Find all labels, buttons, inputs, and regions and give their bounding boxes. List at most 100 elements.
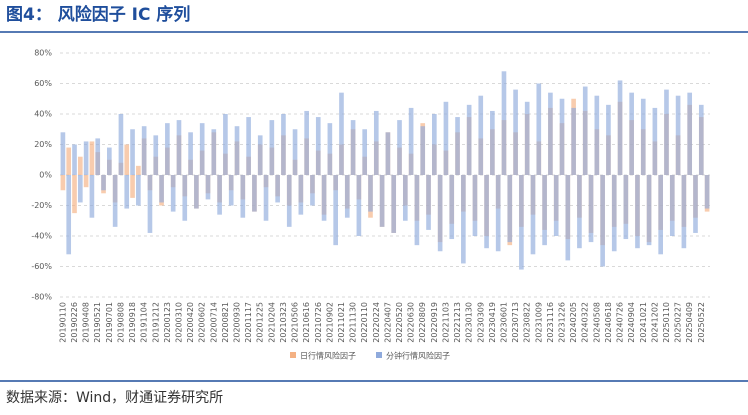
bar (263, 175, 269, 221)
bar (188, 132, 193, 175)
x-tick-label: 20250409 (685, 302, 694, 343)
bar (385, 132, 391, 175)
bar (356, 175, 362, 236)
bar (153, 135, 159, 175)
bar (658, 175, 663, 255)
x-tick-label: 20201117 (244, 302, 253, 343)
bar (217, 175, 222, 215)
bar (60, 175, 66, 191)
bar (182, 175, 188, 221)
bar (211, 129, 217, 175)
bar (327, 123, 333, 175)
bar (252, 175, 257, 212)
bar (594, 95, 600, 175)
x-tick-label: 20210902 (325, 302, 334, 343)
x-tick-label: 20190110 (58, 302, 67, 343)
x-tick-label: 20240904 (627, 302, 636, 343)
x-tick-label: 20220407 (383, 302, 392, 343)
bar (362, 129, 368, 175)
bar (664, 89, 669, 175)
x-tick-label: 20250522 (697, 302, 706, 343)
bar (107, 147, 112, 175)
bar (582, 86, 588, 175)
x-tick-label: 20190918 (128, 302, 137, 343)
bar (397, 120, 402, 175)
bar (333, 175, 338, 246)
x-tick-label: 20191212 (151, 302, 160, 343)
bar (199, 123, 205, 175)
bar (698, 104, 704, 175)
y-tick-label: -40% (31, 232, 52, 241)
x-tick-label: 20230713 (511, 302, 520, 343)
bar (228, 175, 234, 206)
bar (165, 123, 170, 175)
y-tick-label: -80% (31, 293, 52, 302)
bar (530, 175, 536, 255)
x-tick-label: 20250227 (674, 302, 683, 343)
bar (559, 98, 565, 175)
bar (553, 175, 559, 236)
bar (124, 175, 130, 209)
x-tick-label: 20230130 (465, 302, 474, 343)
bar (95, 138, 101, 175)
bar (693, 175, 698, 233)
bar (321, 175, 327, 221)
bar (368, 175, 373, 212)
x-tick-label: 20220919 (430, 302, 439, 343)
x-tick-label: 20201225 (256, 302, 265, 343)
bar (60, 132, 66, 175)
x-tick-label: 20190701 (105, 302, 114, 343)
x-tick-label: 20200420 (186, 302, 195, 343)
y-tick-label: 80% (34, 49, 52, 58)
bar (617, 80, 623, 175)
x-tick-label: 20240508 (592, 302, 601, 343)
x-tick-label: 20220809 (418, 302, 427, 343)
chart-title: 图4： 风险因子 IC 序列 (6, 4, 190, 25)
bar (118, 114, 124, 175)
bar (130, 175, 135, 198)
x-tick-label: 20221213 (453, 302, 462, 343)
bar (136, 175, 141, 206)
bar (304, 110, 309, 175)
bar (414, 175, 420, 246)
bar (669, 175, 675, 236)
bar (89, 175, 95, 218)
x-tick-label: 20240322 (581, 302, 590, 343)
bar (292, 129, 298, 175)
bar (339, 92, 344, 175)
bar (310, 175, 315, 206)
bar (246, 117, 251, 175)
bar (675, 95, 681, 175)
bar (704, 175, 710, 209)
bar (379, 175, 385, 227)
bar (606, 104, 611, 175)
x-tick-label: 20200714 (209, 302, 218, 343)
x-tick-label: 20200821 (221, 302, 230, 343)
bar (449, 175, 455, 240)
bar (77, 156, 83, 175)
x-tick-label: 20240726 (616, 302, 625, 343)
y-tick-label: 40% (34, 110, 52, 119)
bar (234, 126, 240, 175)
bar (513, 89, 518, 175)
bar (72, 175, 77, 214)
x-tick-label: 20220520 (395, 302, 404, 343)
bar (681, 175, 687, 249)
x-tick-label: 20241021 (639, 302, 648, 343)
source-note: 数据来源：Wind，财通证券研究所 (6, 390, 223, 406)
bar (269, 120, 275, 175)
legend-swatch (376, 352, 382, 358)
bar (478, 95, 484, 175)
x-tick-label: 20230309 (476, 302, 485, 343)
bar (501, 71, 507, 175)
bar (257, 135, 263, 175)
bar (83, 141, 89, 175)
bar (373, 110, 379, 175)
bar (83, 175, 89, 188)
bar (124, 144, 130, 175)
x-tick-label: 20241202 (650, 302, 659, 343)
bar (298, 175, 304, 215)
bar (205, 175, 211, 200)
x-tick-label: 20190521 (93, 302, 102, 343)
bar (507, 175, 513, 243)
